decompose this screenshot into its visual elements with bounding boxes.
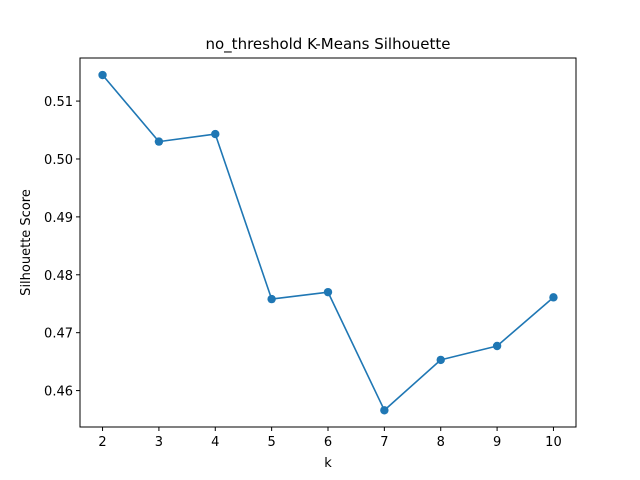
x-tick-label: 9: [493, 435, 501, 450]
data-point: [492, 341, 502, 351]
data-point: [154, 137, 164, 146]
data-point: [549, 293, 558, 302]
x-tick-label: 10: [545, 435, 562, 450]
data-point: [380, 406, 389, 415]
y-tick-label: 0.49: [44, 211, 73, 226]
x-tick-label: 8: [437, 435, 445, 450]
data-point: [323, 287, 333, 297]
y-tick-label: 0.47: [44, 327, 73, 342]
y-tick-label: 0.51: [44, 95, 73, 110]
data-point: [211, 129, 220, 139]
y-axis-label: Silhouette Score: [19, 189, 34, 296]
y-tick-label: 0.46: [44, 385, 73, 400]
x-tick-label: 4: [211, 435, 219, 450]
x-tick-label: 7: [380, 435, 388, 450]
data-point: [436, 355, 445, 365]
data-point: [267, 294, 276, 304]
chart-title: no_threshold K-Means Silhouette: [206, 35, 451, 54]
x-tick-label: 2: [98, 435, 106, 450]
plot-area: [98, 70, 558, 415]
y-tick-label: 0.50: [44, 153, 73, 168]
y-tick-label: 0.48: [44, 269, 73, 284]
x-tick-label: 3: [155, 435, 163, 450]
x-axis-label: k: [324, 456, 332, 471]
x-tick-label: 6: [324, 435, 332, 450]
data-point: [98, 70, 107, 80]
x-tick-label: 5: [267, 435, 275, 450]
